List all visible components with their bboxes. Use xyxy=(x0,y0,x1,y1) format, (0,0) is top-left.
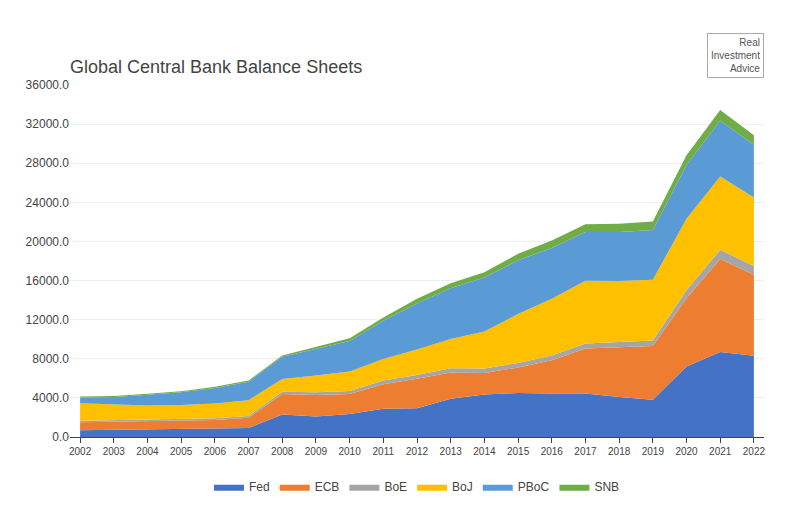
svg-text:2016: 2016 xyxy=(541,446,564,457)
svg-text:2020: 2020 xyxy=(675,446,698,457)
svg-text:2010: 2010 xyxy=(338,446,361,457)
svg-text:2014: 2014 xyxy=(473,446,496,457)
svg-text:2002: 2002 xyxy=(69,446,92,457)
svg-text:2015: 2015 xyxy=(507,446,530,457)
svg-text:2011: 2011 xyxy=(373,446,395,457)
svg-text:2021: 2021 xyxy=(709,446,732,457)
svg-text:2013: 2013 xyxy=(440,446,463,457)
svg-text:ECB: ECB xyxy=(315,480,340,494)
svg-text:12000.0: 12000.0 xyxy=(26,313,70,327)
svg-text:Global Central Bank Balance Sh: Global Central Bank Balance Sheets xyxy=(70,57,362,77)
svg-text:4000.0: 4000.0 xyxy=(32,391,69,405)
svg-text:2003: 2003 xyxy=(103,446,126,457)
svg-text:0.0: 0.0 xyxy=(52,430,69,444)
svg-text:2004: 2004 xyxy=(136,446,159,457)
svg-text:BoE: BoE xyxy=(384,480,407,494)
svg-text:2018: 2018 xyxy=(608,446,631,457)
svg-text:24000.0: 24000.0 xyxy=(26,196,70,210)
svg-text:8000.0: 8000.0 xyxy=(32,352,69,366)
svg-text:2007: 2007 xyxy=(237,446,260,457)
svg-text:2012: 2012 xyxy=(406,446,429,457)
svg-text:36000.0: 36000.0 xyxy=(26,78,70,92)
svg-text:RealInvestmentAdvice: RealInvestmentAdvice xyxy=(711,37,760,74)
svg-text:SNB: SNB xyxy=(594,480,619,494)
svg-text:20000.0: 20000.0 xyxy=(26,235,70,249)
svg-text:32000.0: 32000.0 xyxy=(26,117,70,131)
svg-text:16000.0: 16000.0 xyxy=(26,274,70,288)
svg-text:2006: 2006 xyxy=(204,446,227,457)
svg-text:2005: 2005 xyxy=(170,446,193,457)
svg-text:2019: 2019 xyxy=(642,446,665,457)
svg-text:2022: 2022 xyxy=(743,446,766,457)
svg-text:PBoC: PBoC xyxy=(518,480,550,494)
svg-text:BoJ: BoJ xyxy=(452,480,473,494)
svg-text:28000.0: 28000.0 xyxy=(26,156,70,170)
svg-text:2009: 2009 xyxy=(305,446,328,457)
svg-text:2008: 2008 xyxy=(271,446,294,457)
svg-text:Fed: Fed xyxy=(249,480,270,494)
svg-text:2017: 2017 xyxy=(574,446,597,457)
